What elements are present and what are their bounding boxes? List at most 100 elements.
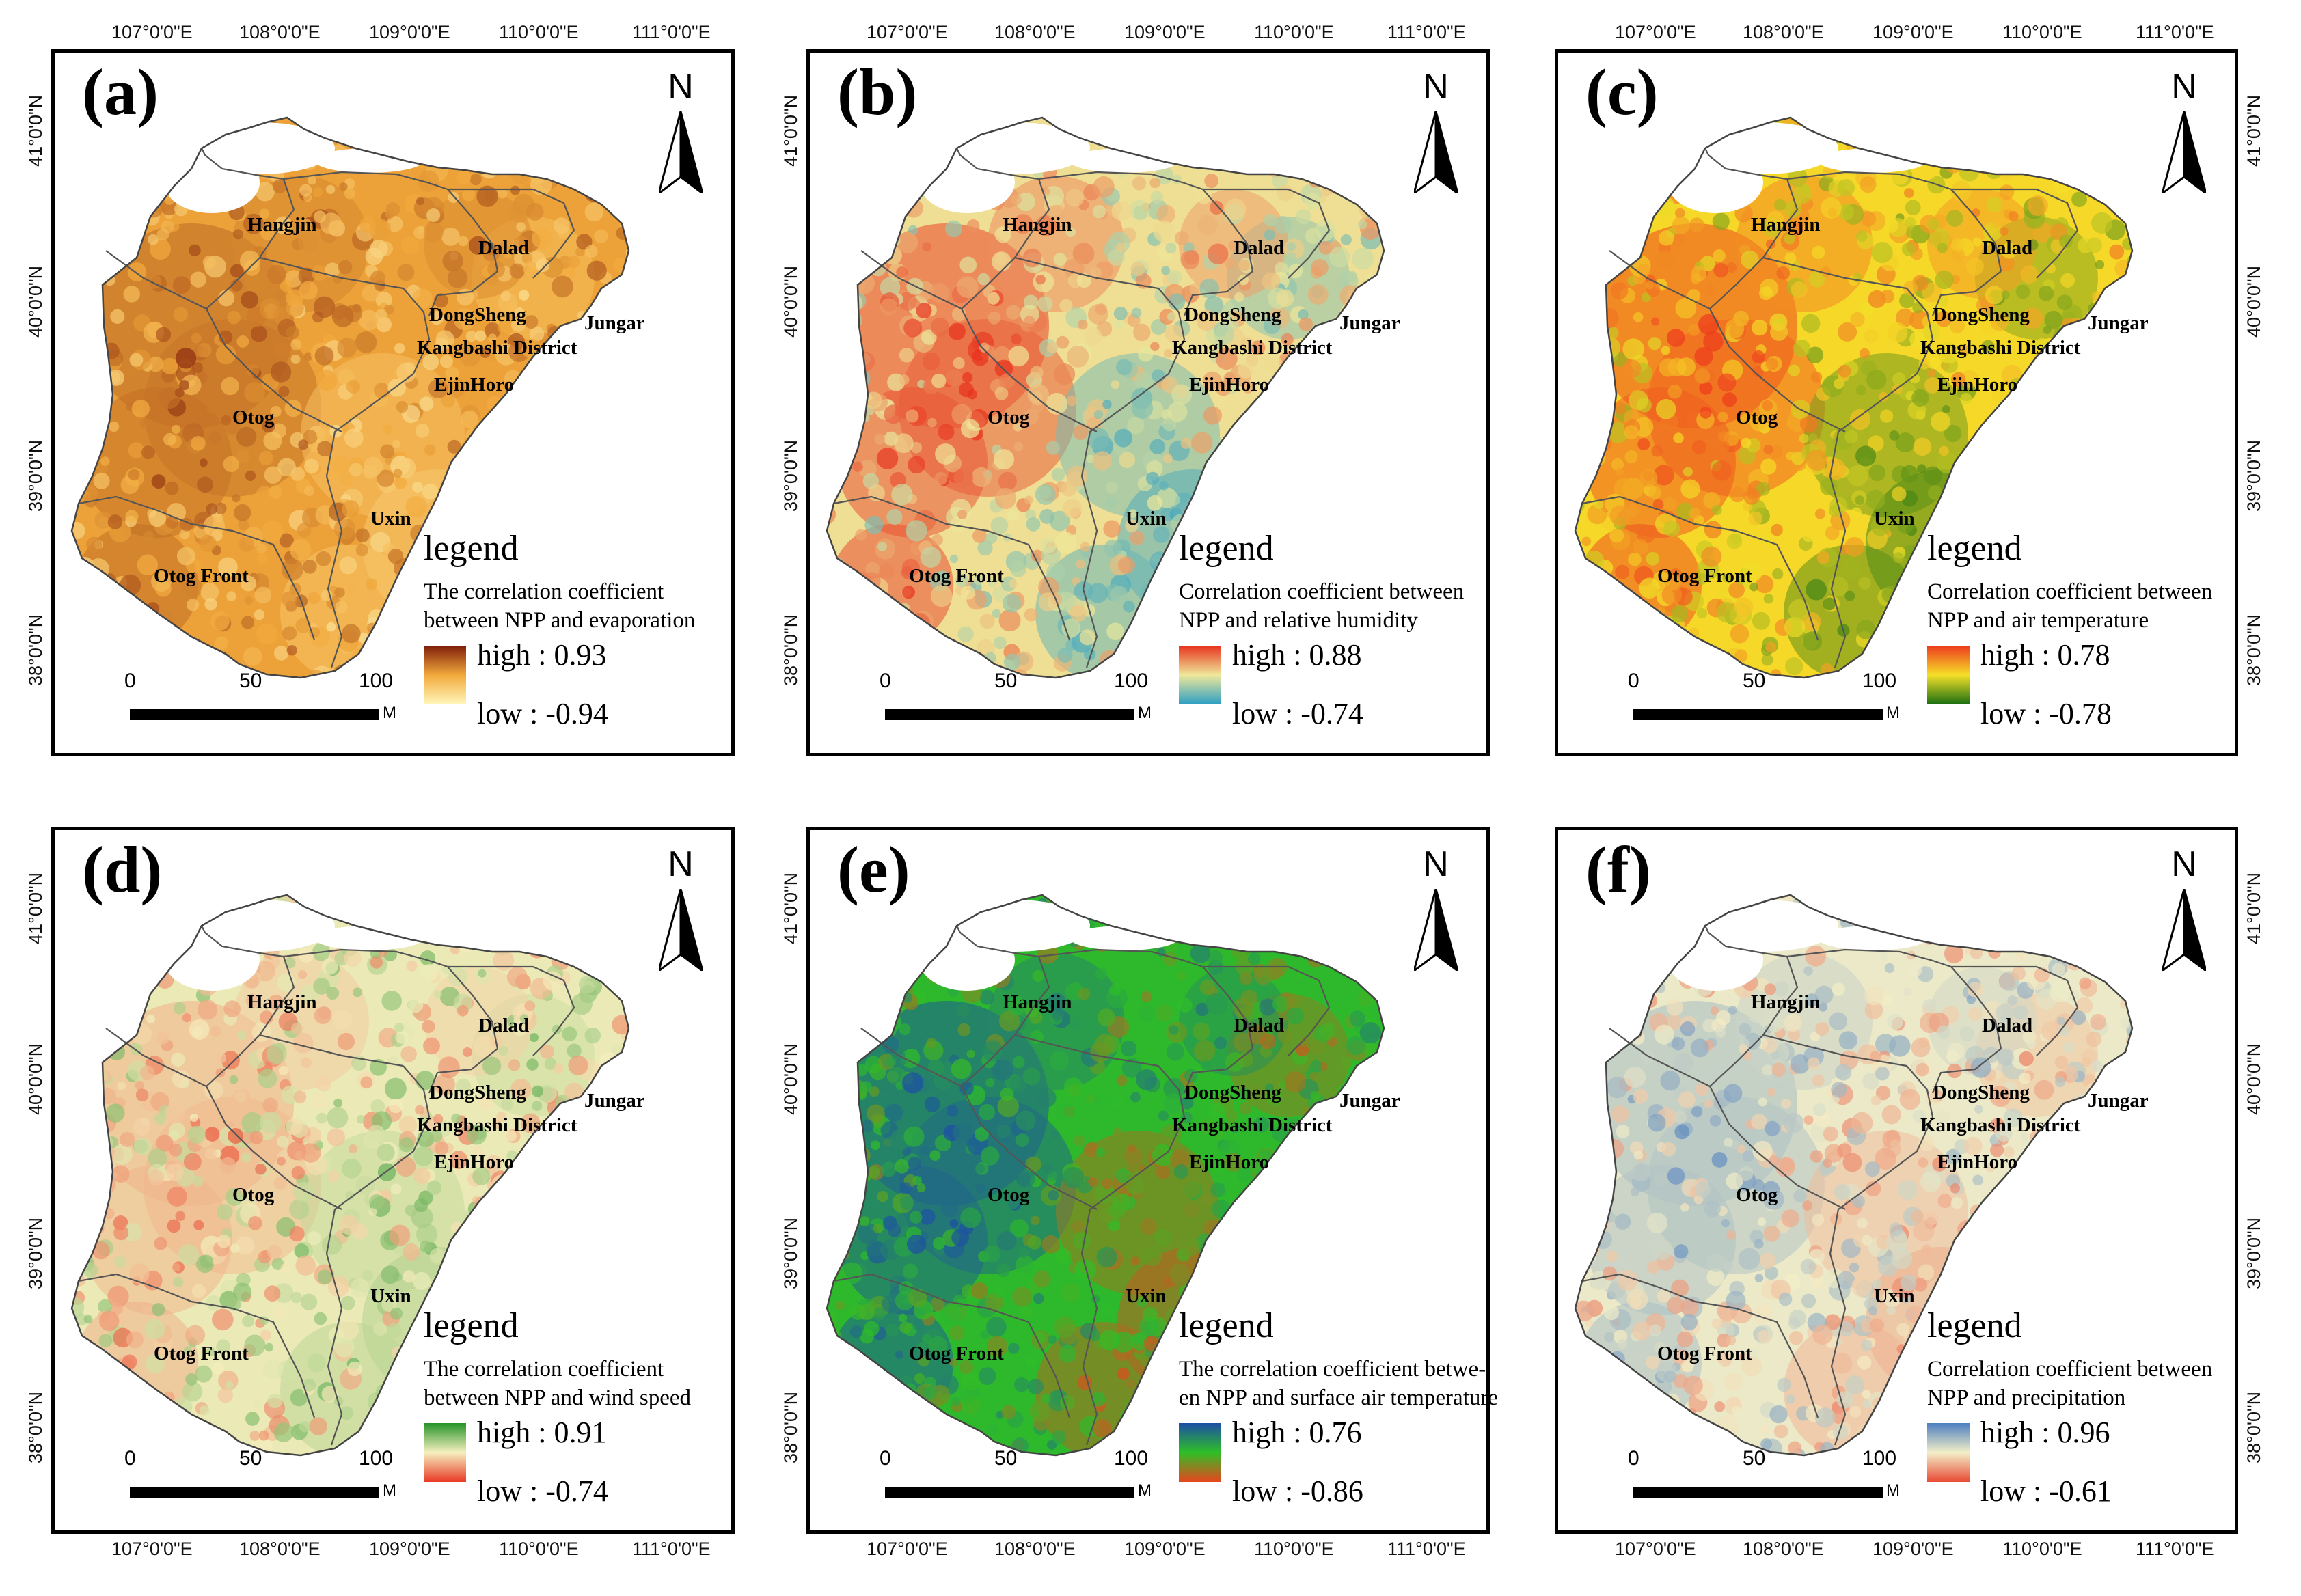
north-arrow: N	[646, 847, 715, 976]
longitude-tick-label: 107°0'0"E	[1615, 1539, 1696, 1559]
region-label-hangjin: Hangjin	[247, 991, 317, 1013]
legend-description-line-2: NPP and relative humidity	[1179, 608, 1418, 633]
scale-label-end: 100	[359, 670, 394, 692]
region-label-otog: Otog	[1736, 407, 1778, 428]
north-arrow: N	[2150, 847, 2218, 976]
legend-low-value: low : -0.74	[1232, 697, 1363, 730]
scale-unit: M	[383, 1481, 396, 1500]
north-arrow: N	[646, 69, 715, 199]
map-panel-c: (c) N Hangjin Dalad DongSheng Jungar Kan…	[1555, 49, 2238, 756]
north-label: N	[1423, 67, 1449, 107]
region-label-dongsheng: DongSheng	[1184, 304, 1281, 326]
latitude-tick-label: 39°0'0"N	[25, 1217, 46, 1289]
region-label-dongsheng: DongSheng	[429, 1082, 526, 1103]
north-arrow: N	[1402, 847, 1470, 976]
latitude-tick-label: 39°0'0"N	[780, 439, 801, 512]
region-map	[826, 894, 1385, 1457]
legend-high-value: high : 0.76	[1232, 1416, 1362, 1449]
region-label-dongsheng: DongSheng	[1184, 1082, 1281, 1103]
region-label-dongsheng: DongSheng	[429, 304, 526, 326]
scale-label-mid: 50	[1743, 1447, 1766, 1470]
region-label-otog: Otog	[232, 1184, 275, 1206]
region-label-kangbashi: Kangbashi District	[1920, 1114, 2081, 1136]
legend-description-line-1: Correlation coefficient between	[1179, 579, 1465, 604]
longitude-tick-label: 108°0'0"E	[239, 22, 321, 42]
scale-label-zero: 0	[1628, 1447, 1639, 1470]
longitude-tick-label: 110°0'0"E	[2002, 1539, 2082, 1559]
legend-description: Correlation coefficient between NPP and …	[1927, 577, 2242, 635]
north-label: N	[1423, 844, 1449, 884]
north-arrow-icon	[659, 889, 703, 971]
panel-label: (e)	[837, 833, 910, 906]
longitude-tick-label: 107°0'0"E	[867, 22, 948, 42]
longitude-tick-label: 111°0'0"E	[1387, 22, 1466, 42]
legend-description: Correlation coefficient between NPP and …	[1179, 577, 1493, 635]
scale-bar: 0 50 100 M	[124, 670, 396, 723]
legend-high-value: high : 0.78	[1980, 638, 2110, 672]
longitude-tick-label: 111°0'0"E	[2136, 22, 2214, 42]
map-panel-b: (b) N Hangjin Dalad DongSheng Jungar Kan…	[806, 49, 1490, 756]
legend-color-ramp	[424, 646, 466, 704]
region-label-otog-front: Otog Front	[154, 565, 249, 587]
longitude-tick-label: 111°0'0"E	[632, 1539, 711, 1559]
north-label: N	[2171, 844, 2197, 884]
legend-description-line-1: Correlation coefficient between	[1927, 1357, 2213, 1381]
longitude-tick-label: 108°0'0"E	[239, 1539, 321, 1559]
legend-low-value: low : -0.61	[1980, 1474, 2112, 1508]
longitude-tick-label: 109°0'0"E	[1124, 22, 1206, 42]
north-arrow-icon	[1414, 111, 1458, 193]
longitude-tick-label: 111°0'0"E	[1387, 1539, 1466, 1559]
region-label-dongsheng: DongSheng	[1933, 1082, 2030, 1103]
region-label-uxin: Uxin	[370, 508, 411, 529]
latitude-tick-label: 38°0'0"N	[780, 614, 801, 686]
legend-color-ramp	[1927, 1423, 1970, 1482]
legend-description-line-2: NPP and air temperature	[1927, 608, 2149, 633]
map-panel-e: (e) N Hangjin Dalad DongSheng Jungar Kan…	[806, 827, 1498, 1534]
latitude-tick-label: 41°0'0"N	[2244, 872, 2264, 944]
region-label-kangbashi: Kangbashi District	[417, 1114, 577, 1136]
latitude-tick-label: 39°0'0"N	[2244, 1217, 2264, 1289]
north-arrow: N	[1402, 69, 1470, 199]
region-label-otog-front: Otog Front	[1657, 1343, 1752, 1364]
north-arrow: N	[2150, 69, 2218, 199]
region-label-hangjin: Hangjin	[1751, 991, 1821, 1013]
north-arrow-icon	[2162, 111, 2206, 193]
longitude-tick-label: 110°0'0"E	[1254, 1539, 1334, 1559]
longitude-tick-label: 110°0'0"E	[1254, 22, 1334, 42]
legend-description: The correlation coefficient betwe- en NP…	[1179, 1355, 1498, 1412]
legend-title: legend	[1927, 1306, 2022, 1345]
region-label-otog-front: Otog Front	[909, 1343, 1004, 1364]
latitude-tick-label: 40°0'0"N	[780, 1043, 801, 1115]
longitude-tick-label: 107°0'0"E	[111, 1539, 193, 1559]
scale-label-end: 100	[1114, 1447, 1149, 1470]
region-label-uxin: Uxin	[370, 1285, 411, 1307]
region-label-dalad: Dalad	[1234, 237, 1285, 259]
scale-label-mid: 50	[239, 1447, 262, 1470]
legend-description: The correlation coefficient between NPP …	[424, 1355, 738, 1412]
legend-color-ramp	[1927, 646, 1970, 704]
region-label-jungar: Jungar	[2088, 312, 2149, 334]
panel-label: (f)	[1585, 833, 1651, 906]
north-arrow-icon	[2162, 889, 2206, 971]
legend-title: legend	[424, 529, 519, 568]
region-label-dongsheng: DongSheng	[1933, 304, 2030, 326]
scale-bar: 0 50 100 M	[880, 671, 1152, 723]
scale-bar: 0 50 100 M	[880, 1447, 1152, 1500]
legend-title: legend	[1927, 529, 2022, 568]
region-label-kangbashi: Kangbashi District	[1172, 1114, 1333, 1136]
north-arrow-icon	[659, 111, 703, 193]
scale-bar: 0 50 100 M	[1628, 1447, 1900, 1500]
scale-bar: 0 50 100 M	[1628, 671, 1900, 723]
legend-high-value: high : 0.96	[1980, 1416, 2110, 1449]
region-label-dalad: Dalad	[1982, 1015, 2033, 1036]
panel-label: (c)	[1585, 55, 1659, 128]
region-label-ejinhoro: EjinHoro	[1189, 1151, 1270, 1173]
region-label-dalad: Dalad	[1234, 1015, 1285, 1036]
legend-description-line-2: en NPP and surface air temperature	[1179, 1386, 1498, 1411]
legend-description-line-1: The correlation coefficient betwe-	[1179, 1357, 1486, 1381]
region-label-uxin: Uxin	[1874, 508, 1915, 529]
scale-bar: 0 50 100 M	[124, 1447, 396, 1500]
panel-label: (d)	[82, 833, 163, 906]
scale-label-zero: 0	[880, 670, 891, 692]
legend-low-value: low : -0.86	[1232, 1474, 1363, 1508]
